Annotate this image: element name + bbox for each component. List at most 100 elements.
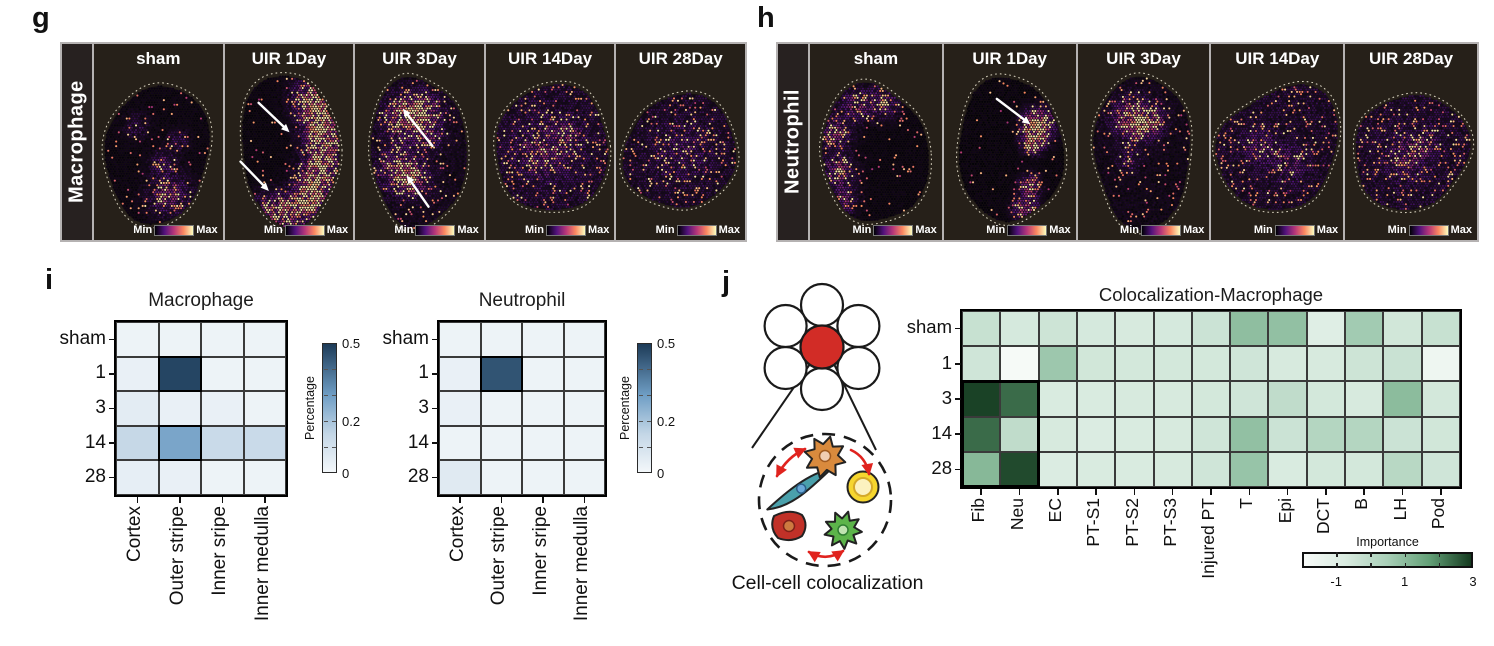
heatmap-cell <box>439 391 481 426</box>
tissue-section-uir-28day: UIR 28Day Min Max <box>1345 44 1477 240</box>
colorbar-minor-tick <box>646 369 651 371</box>
col-label: B <box>1351 498 1372 510</box>
heatmap-cell <box>1115 381 1154 417</box>
scale-min-label: Min <box>986 224 1006 236</box>
col-tick <box>542 497 544 503</box>
heatmap-cell <box>522 460 564 495</box>
green-cell-nucleus <box>837 524 849 536</box>
heatmap-title: Colocalization-Macrophage <box>1098 284 1324 305</box>
colorbar-tick-label: 1 <box>1400 574 1409 589</box>
heatmap-cell <box>1076 311 1116 347</box>
neighbor-spot-icon <box>799 282 845 328</box>
col-tick <box>264 497 266 503</box>
heatmap-cell <box>1230 451 1269 487</box>
colorbar-tick-label: 0.5 <box>342 336 361 351</box>
heatmap-cell <box>962 381 1001 417</box>
cell-icons <box>766 435 880 550</box>
row-tick <box>955 468 961 471</box>
heatmap-cell <box>1191 346 1231 382</box>
intensity-gradient-bar <box>873 225 914 236</box>
tissue-section-title: UIR 14Day <box>1235 49 1320 68</box>
scale-max-label: Max <box>915 224 937 236</box>
spatial-expression-map <box>1345 44 1477 240</box>
col-tick <box>1057 489 1059 495</box>
heatmap-title: Macrophage <box>148 290 254 311</box>
spatial-expression-map <box>355 44 484 240</box>
colorbar-minor-tick <box>323 421 328 423</box>
tissue-section-title: UIR 1Day <box>972 49 1048 68</box>
tissue-section-uir-14day: UIR 14Day Min Max <box>485 44 615 240</box>
heatmap-cell <box>1000 416 1039 452</box>
scale-max-label: Max <box>587 224 610 236</box>
scale-max-label: Max <box>1182 224 1205 236</box>
colorbar-minor-tick <box>1370 563 1372 568</box>
heatmap-cell <box>1038 416 1077 452</box>
row-tick <box>432 442 438 444</box>
col-label: Neu <box>1006 498 1027 531</box>
spatial-expression-map <box>810 44 942 240</box>
col-tick <box>1133 489 1136 495</box>
heatmap-cell <box>1230 346 1269 382</box>
tissue-section-uir-1day: UIR 1Day Min Max <box>224 44 354 240</box>
heatmap-cell <box>1153 346 1192 382</box>
row-label: 14 <box>931 422 952 444</box>
intensity-scale: Min Max <box>264 225 348 236</box>
col-label: Inner medulla <box>251 506 273 622</box>
heatmap-cell <box>1306 451 1346 487</box>
scale-min-label: Min <box>525 224 544 236</box>
heatmap-cell <box>962 346 1001 382</box>
scale-max-label: Max <box>1450 224 1472 236</box>
row-label: sham <box>382 327 429 349</box>
intensity-gradient-bar <box>284 225 325 236</box>
heatmap-cell <box>1345 451 1384 487</box>
heatmap-cell <box>1345 311 1384 347</box>
heatmap-cell <box>1421 346 1460 382</box>
colorbar-tick-label: 0 <box>342 466 350 481</box>
heatmap-cell <box>1268 381 1307 417</box>
colorbar-minor-tick <box>323 395 328 397</box>
row-tick <box>432 373 438 375</box>
col-label: PT-S2 <box>1121 498 1142 547</box>
tissue-section-title: UIR 14Day <box>508 49 593 68</box>
heatmap-cell <box>1153 451 1192 487</box>
colorbar-axis-label: Percentage <box>618 376 632 440</box>
heatmap-cell <box>480 356 522 392</box>
intensity-scale: Min Max <box>394 225 479 236</box>
heatmap-cell <box>1230 311 1269 347</box>
row-tick <box>109 476 115 479</box>
colorbar-minor-tick <box>638 395 643 397</box>
scale-max-label: Max <box>196 224 218 236</box>
heatmap-cell <box>1000 346 1039 382</box>
heatmap-cell <box>1076 381 1116 417</box>
heatmap-cell <box>1038 451 1077 487</box>
tissue-section-title: UIR 3Day <box>1106 49 1181 68</box>
heatmap-cell <box>243 391 286 426</box>
col-label: Inner medulla <box>571 506 593 622</box>
center-spot-icon <box>799 324 845 370</box>
interaction-arrow <box>807 549 845 563</box>
row-tick <box>109 442 115 444</box>
heatmap-cell <box>1383 381 1422 417</box>
intensity-scale: Min Max <box>986 224 1071 236</box>
heatmap-cell <box>116 460 159 495</box>
heatmap-cell <box>1306 346 1346 382</box>
row-label: sham <box>906 316 952 338</box>
col-tick <box>1095 489 1097 495</box>
col-label: Outer stripe <box>166 506 188 606</box>
heatmap-cell <box>962 416 1001 452</box>
heatmap-cell <box>243 322 286 357</box>
colorbar-tick-label: 0.2 <box>342 414 361 429</box>
row-label: sham <box>59 327 106 349</box>
orange-cell-nucleus <box>818 449 832 463</box>
col-label: Fib <box>968 498 989 523</box>
row-tick <box>955 363 961 365</box>
macrophage-spatial-panel: Macrophage sham Min Max UIR 1Day Min Max UIR 3… <box>60 42 747 242</box>
spatial-expression-map <box>94 44 223 240</box>
heatmap-cell <box>563 425 605 461</box>
heatmap-cell <box>1076 346 1116 382</box>
col-tick <box>459 497 461 503</box>
heatmap-cell <box>1115 416 1154 452</box>
panel-letter-i: i <box>45 264 54 296</box>
colorbar-minor-tick <box>1404 563 1406 568</box>
scale-min-label: Min <box>263 224 283 236</box>
